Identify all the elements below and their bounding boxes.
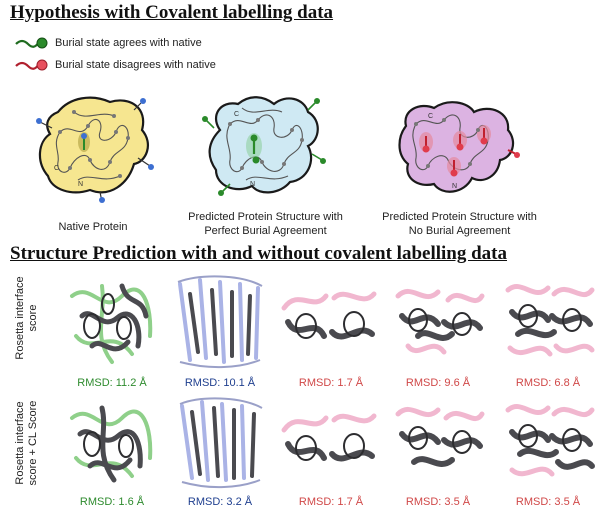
svg-text:C: C (54, 165, 59, 172)
rmsd-row2-5: RMSD: 3.5 Å (515, 496, 581, 508)
rmsd-row2-3: RMSD: 1.7 Å (298, 496, 364, 508)
rmsd-row2-2: RMSD: 3.2 Å (187, 496, 253, 508)
native-protein-diagram: C N (36, 96, 154, 203)
no-agreement-caption: Predicted Protein Structure with No Buri… (372, 210, 547, 238)
rmsd-row1-2: RMSD: 10.1 Å (184, 377, 256, 389)
rmsd-row2-4: RMSD: 3.5 Å (405, 496, 471, 508)
red-residue-icon (15, 59, 48, 71)
native-protein-caption: Native Protein (58, 221, 128, 233)
row1-label-line2: score (27, 304, 39, 332)
legend-agree-label: Burial state agrees with native (55, 37, 202, 49)
svg-text:N: N (78, 181, 83, 188)
none-caption-line2: No Burial Agreement (408, 225, 511, 237)
row2-label-line1: Rosetta interface (14, 401, 26, 485)
rmsd-row1-4: RMSD: 9.6 Å (405, 377, 471, 389)
perfect-caption-line1: Predicted Protein Structure with (188, 211, 343, 223)
structure-4-cl-score (395, 406, 485, 467)
rmsd-row2-1: RMSD: 1.6 Å (79, 496, 145, 508)
hypothesis-title: Hypothesis with Covalent labelling data (10, 2, 334, 23)
rmsd-row1-1: RMSD: 11.2 Å (77, 377, 147, 389)
svg-text:C: C (428, 113, 433, 120)
structure-3-interface-score (281, 291, 377, 340)
structure-3-cl-score (281, 413, 377, 462)
structure-1-interface-score (70, 283, 153, 364)
row2-label-line2: score + CL Score (27, 400, 39, 486)
rmsd-row1-5: RMSD: 6.8 Å (515, 377, 581, 389)
structure-1-cl-score (70, 405, 153, 483)
no-agreement-diagram: C N (398, 101, 520, 193)
rmsd-row1-3: RMSD: 1.7 Å (298, 377, 364, 389)
svg-text:N: N (250, 181, 255, 188)
structure-2-cl-score (179, 397, 263, 489)
svg-text:N: N (452, 183, 457, 190)
none-caption-line1: Predicted Protein Structure with (382, 211, 537, 223)
structure-5-interface-score (505, 284, 595, 357)
row1-label-line1: Rosetta interface (14, 276, 26, 360)
legend-disagree-label: Burial state disagrees with native (55, 59, 216, 71)
green-residue-icon (15, 37, 48, 49)
legend-disagree: Burial state disagrees with native (14, 58, 216, 72)
row-label-interface-cl-score: Rosetta interface score + CL Score (14, 388, 40, 498)
perfect-caption-line2: Perfect Burial Agreement (204, 225, 327, 237)
perfect-agreement-diagram: C N (202, 96, 326, 196)
structure-4-interface-score (395, 288, 485, 355)
row-label-interface-score: Rosetta interface score (14, 263, 40, 373)
structure-prediction-title: Structure Prediction with and without co… (10, 243, 508, 264)
structure-2-interface-score (177, 275, 263, 369)
perfect-agreement-caption: Predicted Protein Structure with Perfect… (178, 210, 353, 238)
svg-text:C: C (234, 111, 239, 118)
structure-5-cl-score (505, 404, 595, 477)
legend-agree: Burial state agrees with native (14, 36, 202, 50)
